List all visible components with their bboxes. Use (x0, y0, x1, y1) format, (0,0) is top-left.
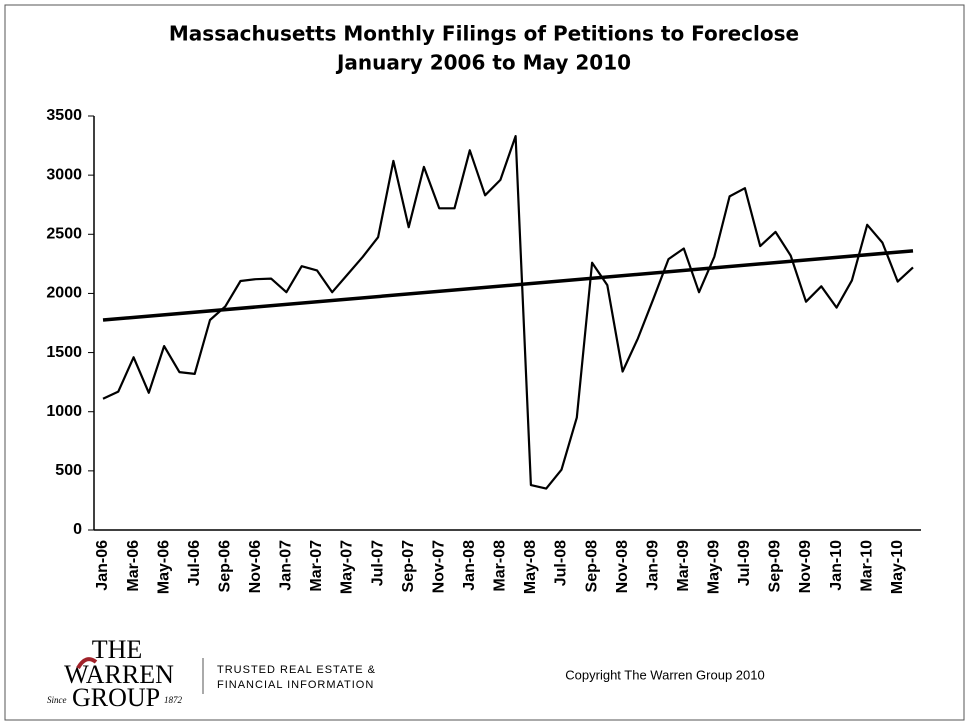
x-tick-label: May-07 (339, 540, 356, 594)
x-tick-label: May-06 (155, 540, 172, 594)
x-tick-label: Sep-08 (583, 540, 600, 593)
x-tick-label: Jan-08 (461, 540, 478, 591)
x-tick-label: Mar-10 (858, 540, 875, 592)
y-tick-label: 500 (55, 462, 82, 479)
logo-the: THE (92, 635, 143, 664)
x-tick-label: Jan-07 (278, 540, 295, 591)
y-tick-label: 2000 (46, 285, 82, 302)
y-tick-label: 1500 (46, 344, 82, 361)
x-tick-label: Jul-08 (553, 540, 570, 586)
trend-line (102, 249, 914, 322)
x-tick-label: May-09 (706, 540, 723, 594)
x-tick-label: Jul-09 (736, 540, 753, 586)
x-tick-label: Jan-06 (94, 540, 111, 591)
x-tick-label: Sep-09 (767, 540, 784, 593)
logo-group: GROUP (72, 683, 160, 712)
y-tick-label: 3000 (46, 166, 82, 183)
x-tick-label: Jan-10 (828, 540, 845, 591)
chart-title: Massachusetts Monthly Filings of Petitio… (169, 22, 799, 46)
x-tick-label: Jul-07 (369, 540, 386, 586)
data-line (102, 135, 914, 490)
y-tick-label: 1000 (46, 403, 82, 420)
x-tick-label: Nov-06 (247, 540, 264, 593)
x-tick-label: Jan-09 (644, 540, 661, 591)
x-tick-label: Jul-06 (186, 540, 203, 586)
x-tick-label: Sep-06 (216, 540, 233, 593)
x-tick-label: May-08 (522, 540, 539, 594)
x-tick-label: Mar-09 (675, 540, 692, 592)
y-tick-label: 0 (73, 521, 82, 538)
x-tick-label: Mar-08 (492, 540, 509, 592)
y-tick-label: 3500 (46, 107, 82, 124)
x-tick-label: May-10 (889, 540, 906, 594)
x-tick-label: Nov-08 (614, 540, 631, 593)
tagline: TRUSTED REAL ESTATE & (217, 664, 376, 676)
chart-subtitle: January 2006 to May 2010 (335, 51, 631, 75)
copyright: Copyright The Warren Group 2010 (565, 667, 764, 682)
x-tick-label: Nov-07 (430, 540, 447, 593)
tagline: FINANCIAL INFORMATION (217, 679, 374, 691)
x-tick-label: Mar-07 (308, 540, 325, 592)
logo-year: 1872 (164, 695, 183, 705)
frame (4, 4, 965, 721)
x-tick-label: Mar-06 (125, 540, 142, 592)
x-tick-label: Nov-09 (797, 540, 814, 593)
y-tick-label: 2500 (46, 226, 82, 243)
x-tick-label: Sep-07 (400, 540, 417, 593)
logo-swoosh (76, 657, 98, 670)
logo-since: Since (47, 695, 67, 705)
